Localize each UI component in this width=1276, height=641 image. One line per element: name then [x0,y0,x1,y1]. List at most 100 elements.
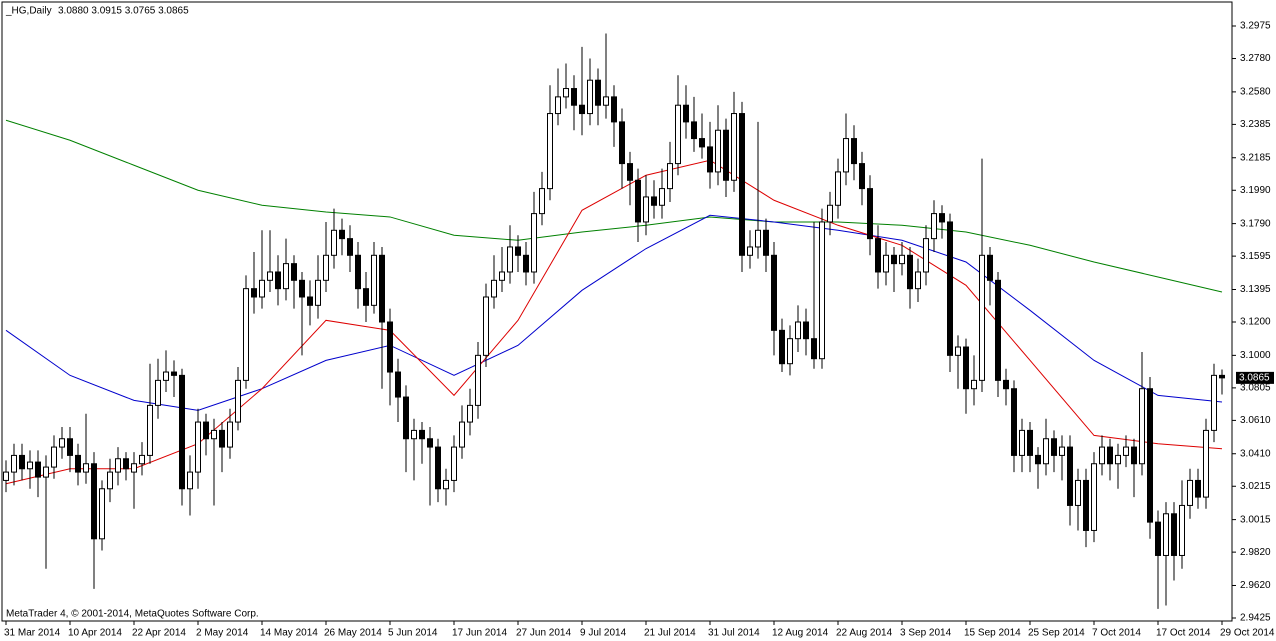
candle-body [1187,479,1193,506]
candle-body [123,458,129,470]
y-tick-label: 3.1395 [1240,284,1271,295]
y-tick-label: 3.0410 [1240,448,1271,459]
last-price-label: 3.0865 [1239,373,1270,384]
candle-body [435,446,441,490]
y-tick-label: 3.0805 [1240,383,1271,394]
candle-body [635,179,641,223]
candle-body [211,429,217,440]
candle-body [339,229,345,240]
candle-body [387,321,393,373]
candle-body [371,254,377,306]
candle-body [27,461,33,470]
candle-body [707,146,713,173]
candle-body [947,221,953,356]
plot-frame [1,1,1233,622]
candle-body [1059,446,1065,456]
y-tick-label: 3.1200 [1240,317,1271,328]
candle-body [923,238,929,273]
candle-body [35,461,41,478]
candle-body [1099,446,1105,465]
candle-body [315,279,321,306]
candle-body [1035,454,1041,465]
candle-body [667,163,673,190]
candle-body [1067,446,1073,506]
candle-body [971,379,977,390]
candle-body [611,96,617,123]
candle-body [43,466,49,478]
y-tick-label: 3.1990 [1240,185,1271,196]
candle-body [1139,388,1145,465]
candle-body [563,88,569,98]
candle-body [115,458,121,473]
candle-body [235,379,241,423]
candle-body [915,271,921,290]
x-tick-label: 14 May 2014 [260,628,318,639]
candle-body [939,213,945,223]
candle-body [851,138,857,165]
candle-body [475,354,481,406]
candle-body [1163,513,1169,556]
marks: 3.2975 3.2780 3.2580 3.2385 3.2185 3.1990 3.17… [3,21,1275,639]
candle-body [979,254,985,381]
candle-body [763,229,769,256]
y-tick-label: 3.2185 [1240,152,1271,163]
x-tick-label: 26 May 2014 [324,628,382,639]
candle-body [259,279,265,298]
candle-body [291,263,297,281]
candle-body [1003,379,1009,390]
y-tick-label: 3.1595 [1240,251,1271,262]
candle-body [555,96,561,115]
candle-body [539,188,545,215]
candle-body [491,279,497,298]
candle-body [691,121,697,140]
candle-body [627,163,633,181]
candle-body [803,321,809,340]
x-tick-label: 21 Jul 2014 [644,628,696,639]
candle-body [483,296,489,356]
candle-body [3,471,9,481]
candle-body [1131,446,1137,465]
y-tick-label: 2.9820 [1240,547,1271,558]
x-tick-label: 15 Sep 2014 [964,628,1021,639]
candle-body [987,254,993,281]
candle-body [1195,479,1201,498]
candle-body [395,371,401,398]
x-tick-label: 22 Apr 2014 [132,628,186,639]
candle-body [523,254,529,273]
candle-body [587,79,593,115]
x-tick-label: 12 Aug 2014 [772,628,829,639]
candle-body [427,438,433,448]
candle-body [139,454,145,465]
x-tick-label: 17 Oct 2014 [1156,628,1211,639]
candle-body [603,96,609,106]
candle-body [1219,374,1225,379]
candle-body [659,188,665,206]
candle-body [19,454,25,470]
candle-body [1043,438,1049,465]
candle-body [171,371,177,376]
candle-body [403,396,409,440]
candle-body [835,171,841,206]
candle-body [307,296,313,306]
candle-body [147,404,153,456]
moving-average-line [5,119,1223,293]
candle-body [227,421,233,448]
candle-body [731,113,737,181]
candle-body [131,463,137,473]
candle-body [67,438,73,456]
candle-body [355,254,361,290]
candle-body [955,346,961,356]
x-tick-label: 2 May 2014 [196,628,249,639]
candle-body [819,221,825,360]
candle-body [219,429,225,448]
y-tick-label: 3.1790 [1240,218,1271,229]
candle-body [867,188,873,240]
candle-body [267,271,273,281]
candle-body [283,263,289,290]
candle-body [51,446,57,468]
candle-body [323,254,329,281]
chart-title: _HG,Daily [5,6,52,17]
candle-body [827,204,833,223]
candle-body [1115,454,1121,465]
x-tick-label: 10 Apr 2014 [68,628,122,639]
